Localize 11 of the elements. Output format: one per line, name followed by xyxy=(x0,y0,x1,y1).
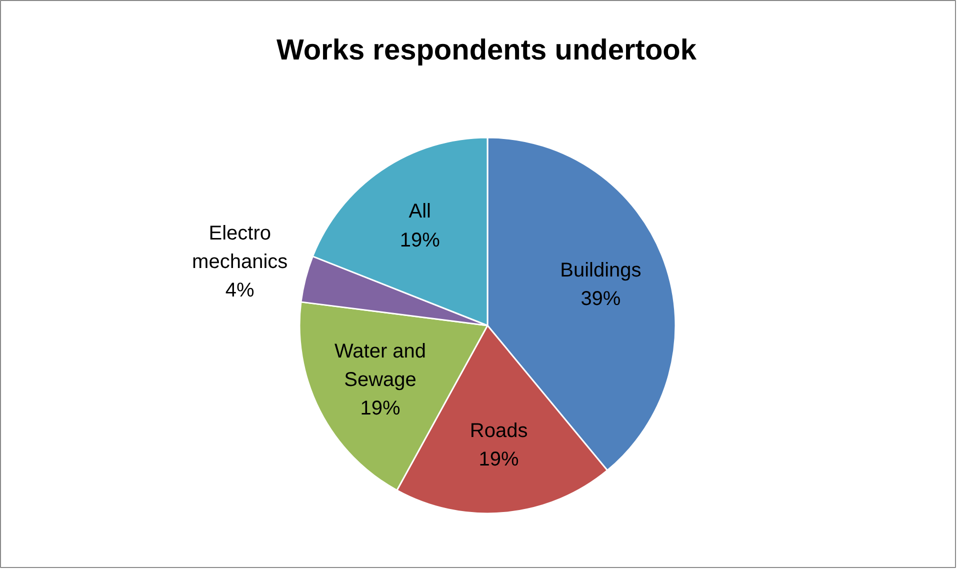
data-label: 19% xyxy=(400,229,440,252)
data-label: 19% xyxy=(360,398,401,420)
slice-label: All xyxy=(408,200,431,223)
data-label: 39% xyxy=(580,288,621,310)
slice-label: Water and Sewage xyxy=(334,340,426,392)
data-label: 4% xyxy=(225,280,255,302)
slice-label: Electro mechanics xyxy=(192,222,288,273)
chart-title: Works respondents undertook xyxy=(276,34,698,66)
slice-label: Roads xyxy=(470,420,528,442)
slice-label: Buildings xyxy=(560,259,642,282)
data-label: 19% xyxy=(478,448,520,471)
